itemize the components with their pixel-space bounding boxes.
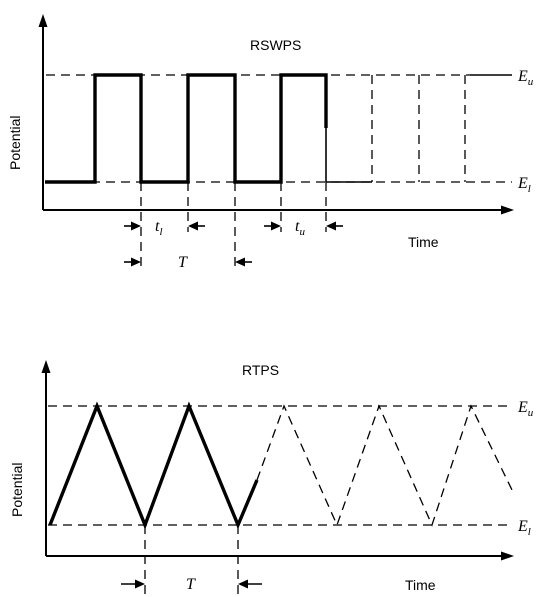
rtps-period-dimension: T [121, 576, 262, 593]
rswps-x-axis-arrow [501, 205, 514, 215]
rswps-lower-level-label: El [517, 175, 531, 195]
rswps-tu-label: tu [295, 218, 305, 238]
rswps-upper-level-label: Eu [517, 68, 534, 88]
rswps-tu-dimension: tu [264, 218, 343, 238]
rtps-upper-level-label: Eu [517, 399, 534, 419]
rtps-lower-level-label: El [517, 518, 531, 538]
rtps-y-axis-label: Potential [9, 463, 25, 517]
rswps-y-axis-label: Potential [7, 116, 23, 170]
rswps-period-label: T [178, 254, 188, 271]
rswps-panel: RSWPS Potential Time Eu El [7, 14, 534, 272]
rswps-tl-dimension: tl [124, 218, 205, 238]
rtps-title: RTPS [242, 362, 279, 378]
rtps-time-markers [144, 525, 239, 596]
rtps-x-axis-arrow [501, 551, 514, 561]
rswps-y-axis-arrow [38, 14, 48, 27]
rswps-time-markers [140, 182, 327, 272]
rtps-panel: RTPS Potential Time Eu El T [9, 360, 534, 596]
rswps-period-dimension: T [124, 254, 252, 271]
rswps-square-wave [45, 73, 328, 184]
rswps-dashed-continuation [371, 75, 466, 182]
rtps-period-label: T [186, 576, 196, 593]
rtps-dashed-continuation [256, 404, 514, 527]
rtps-triangle-wave [48, 401, 259, 530]
rtps-y-axis-arrow [41, 360, 51, 373]
rswps-title: RSWPS [250, 37, 301, 53]
rtps-x-axis-label: Time [405, 577, 436, 593]
rswps-tl-label: tl [155, 218, 163, 238]
rswps-x-axis-label: Time [408, 234, 439, 250]
